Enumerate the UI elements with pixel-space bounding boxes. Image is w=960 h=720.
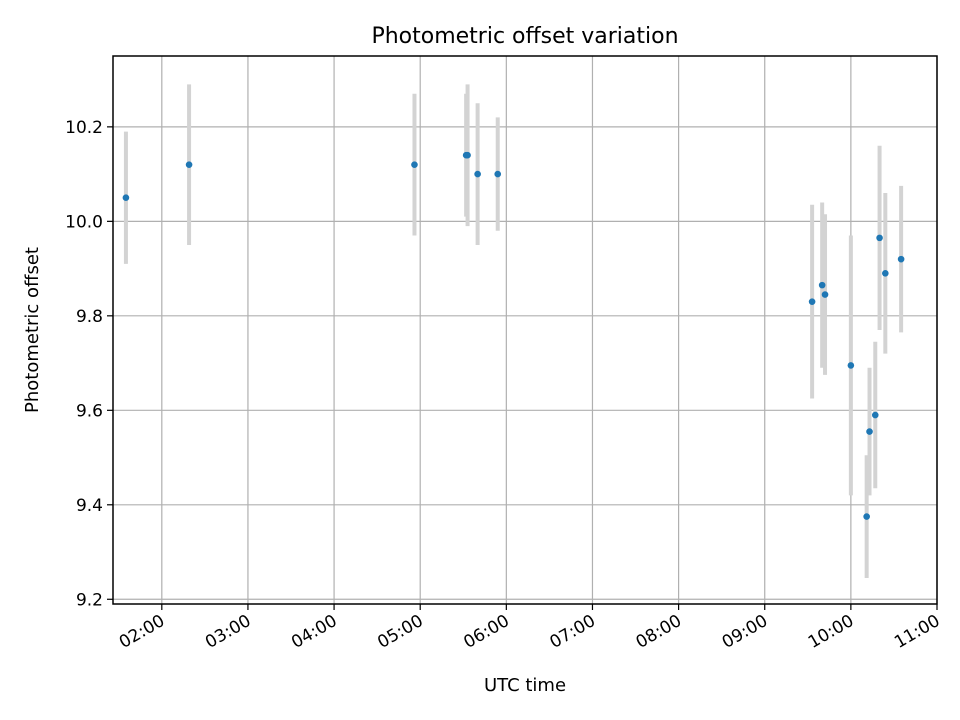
y-tick-label: 9.2 (76, 590, 103, 610)
y-tick-label: 10.0 (65, 212, 103, 232)
y-tick-label: 9.6 (76, 401, 103, 421)
data-point (863, 513, 870, 520)
data-point (866, 428, 873, 435)
data-point (882, 270, 889, 277)
data-point (122, 194, 130, 202)
y-axis-ticks: 9.2 9.4 9.6 9.8 10.0 10.2 (65, 118, 113, 610)
plot-frame (112, 55, 938, 605)
data-point (871, 411, 879, 419)
x-axis-label: UTC time (484, 675, 566, 696)
data-point (494, 170, 502, 178)
chart-title: Photometric offset variation (371, 24, 678, 49)
data-point (474, 170, 481, 178)
data-point (818, 281, 826, 289)
data-point (847, 362, 855, 369)
data-point (808, 298, 816, 305)
data-point (464, 151, 471, 159)
y-tick-label: 9.8 (76, 307, 103, 327)
y-axis-label: Photometric offset (22, 247, 43, 413)
data-point (185, 161, 193, 168)
data-point (821, 291, 829, 298)
y-tick-label: 9.4 (76, 496, 103, 516)
data-points (122, 151, 905, 520)
data-point (897, 255, 905, 263)
data-point (411, 161, 418, 168)
data-point (876, 234, 883, 242)
grid-lines (113, 56, 938, 604)
y-tick-label: 10.2 (65, 118, 103, 138)
